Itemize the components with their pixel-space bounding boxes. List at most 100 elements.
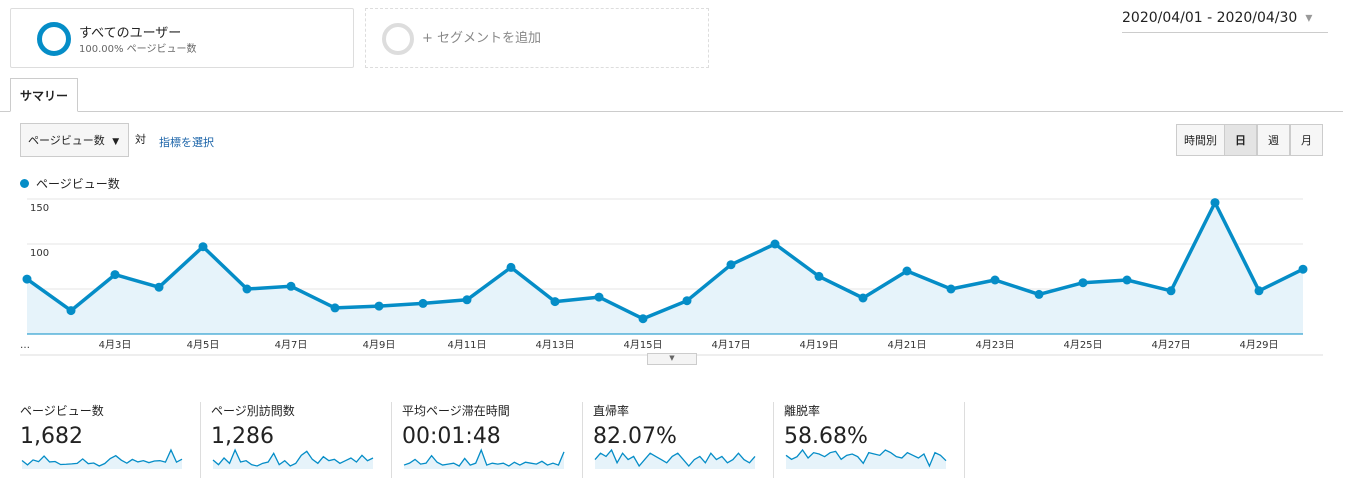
x-tick-label: 4月25日 [1063,339,1102,351]
point [418,298,428,308]
spark-area [22,450,182,469]
point [462,295,472,305]
scorecard-value: 00:01:48 [402,424,501,449]
sparkline [594,448,756,468]
y-tick-label: 100 [30,248,49,259]
separator [773,402,774,478]
area [27,202,1303,334]
x-tick-label: 4月29日 [1239,339,1278,351]
separator [964,402,965,478]
point [946,284,956,294]
x-tick-label: 4月5日 [187,339,220,351]
scorecard-label: ページビュー数 [20,404,104,418]
legend-label: ページビュー数 [36,177,120,191]
point [638,314,648,324]
point [1254,286,1264,296]
point [286,281,296,291]
legend-dot [20,179,29,188]
scorecard-value: 1,286 [211,424,274,449]
spark-area [786,450,946,469]
sparkline [403,448,565,467]
x-tick-label: 4月19日 [799,339,838,351]
point [330,303,340,313]
point [22,274,32,284]
vs: 対 [135,133,146,146]
x-tick-label: 4月23日 [975,339,1014,351]
x-tick-label: … [20,340,30,351]
granularity-button[interactable]: 月 [1290,124,1323,156]
point [814,271,824,281]
metric-text: ページビュー数 [28,134,105,147]
spark-area [595,450,755,469]
granularity-button[interactable]: 時間別 [1176,124,1225,156]
x-tick-label: 4月15日 [623,339,662,351]
scorecard-value: 58.68% [784,424,868,449]
legend: ページビュー数 [20,175,120,192]
point [682,296,692,306]
dropdown-arrow: ▾ [1305,10,1313,26]
segment-card[interactable]: すべてのユーザー 100.00% ページビュー数 [10,8,354,68]
add-segment[interactable]: + セグメントを追加 [365,8,709,68]
point [198,242,208,252]
point [1210,198,1220,208]
scorecard-label: 離脱率 [784,404,821,418]
point [990,275,1000,285]
spark-area [213,450,373,469]
y-tick-label: 150 [30,203,49,214]
separator [200,402,201,478]
tab[interactable]: サマリー [10,78,78,112]
sparkline [21,448,183,467]
x-tick-label: 4月9日 [363,339,396,351]
separator [582,402,583,478]
add-segment-label: + セグメントを追加 [422,31,542,46]
x-tick-label: 4月11日 [447,339,486,351]
point [1034,289,1044,299]
tab-line [0,111,1343,112]
point [1166,286,1176,296]
segment-detail: 100.00% ページビュー数 [79,44,197,55]
point [66,306,76,316]
scorecard-label: ページ別訪問数 [211,404,295,418]
point [726,260,736,270]
sparkline [785,448,947,468]
point [858,293,868,303]
sparkline [212,448,374,467]
arrow: ▼ [112,137,120,147]
point [1298,264,1308,274]
x-tick-label: 4月27日 [1151,339,1190,351]
scorecard-value: 82.07% [593,424,677,449]
x-tick-label: 4月13日 [535,339,574,351]
expand-handle[interactable]: ▼ [647,353,697,365]
x-tick-label: 4月21日 [887,339,926,351]
scorecard-value: 1,682 [20,424,83,449]
point [506,262,516,272]
point [550,297,560,307]
point [770,239,780,249]
add-icon [382,23,414,55]
scorecard-label: 直帰率 [593,404,630,418]
granularity-button[interactable]: 日 [1224,124,1257,156]
x-tick-label: 4月3日 [99,339,132,351]
point [902,266,912,276]
spark-area [404,450,564,469]
date-range[interactable]: 2020/04/01 - 2020/04/30 ▾ [1122,10,1328,33]
point [1122,275,1132,285]
segment-icon [37,22,71,56]
metric-select[interactable]: ページビュー数 ▼ [20,123,129,157]
x-tick-label: 4月17日 [711,339,750,351]
scorecard-label: 平均ページ滞在時間 [402,404,510,418]
separator [391,402,392,478]
granularity-button[interactable]: 週 [1257,124,1290,156]
point [110,270,120,280]
point [154,282,164,292]
select-metric[interactable]: 指標を選択 [159,136,214,149]
point [374,301,384,311]
date-text: 2020/04/01 - 2020/04/30 [1122,10,1298,26]
point [594,292,604,302]
segment-name: すべてのユーザー [79,26,182,41]
line [25,200,1304,321]
point [242,284,252,294]
point [1078,278,1088,288]
